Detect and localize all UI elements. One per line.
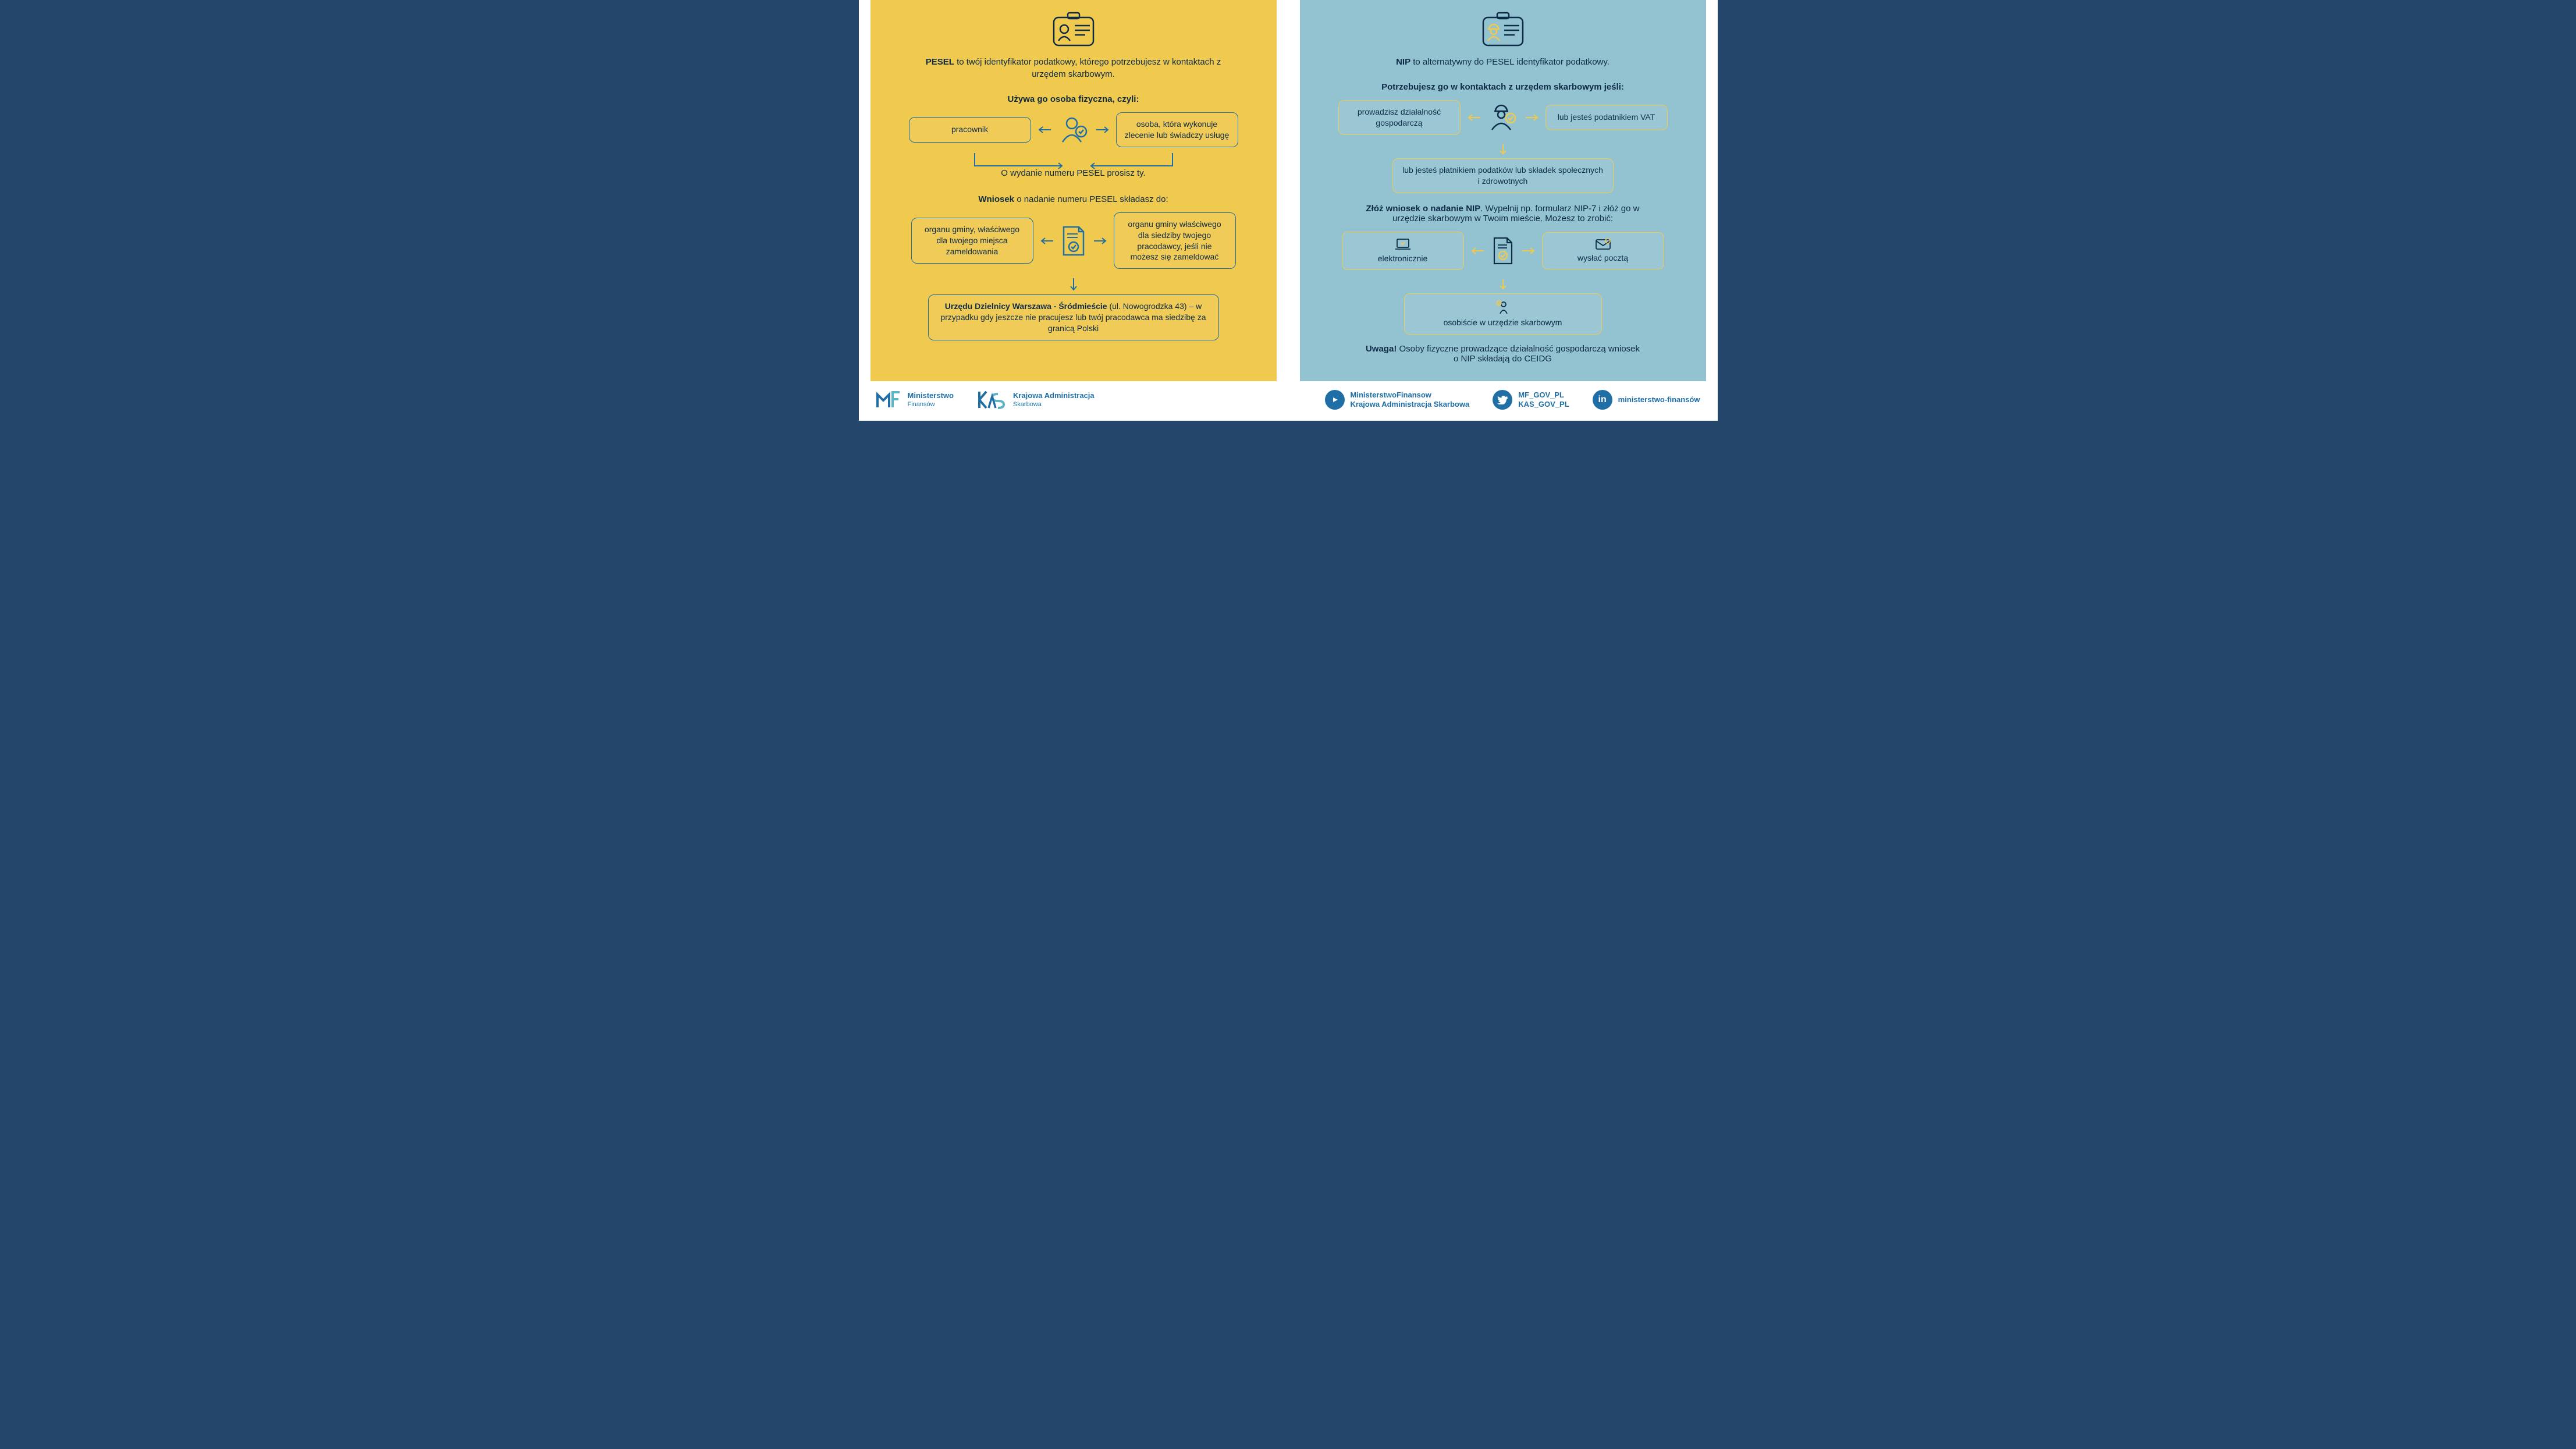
arrow-right-icon: [1093, 237, 1108, 245]
pesel-row-persons: pracownik osoba, która wykonuje zlecenie…: [888, 112, 1259, 147]
youtube-icon: [1325, 390, 1345, 410]
arrow-left-icon: [1037, 126, 1052, 134]
nip-warn-bold: Uwaga!: [1366, 344, 1397, 354]
box-in-person-label: osobiście w urzędzie skarbowym: [1444, 317, 1562, 328]
laptop-icon: [1394, 238, 1412, 251]
youtube-text: MinisterstwoFinansow Krajowa Administrac…: [1351, 390, 1470, 410]
tw-line1: MF_GOV_PL: [1518, 390, 1564, 399]
box-online-label: elektronicznie: [1378, 253, 1428, 264]
arrow-left-icon: [1039, 237, 1054, 245]
pesel-intro-rest: to twój identyfikator podatkowy, którego…: [954, 57, 1221, 79]
box-in-person: osobiście w urzędzie skarbowym: [1404, 293, 1602, 335]
tw-line2: KAS_GOV_PL: [1518, 400, 1569, 409]
box-vat: lub jesteś podatnikiem VAT: [1545, 105, 1668, 130]
pesel-note: O wydanie numeru PESEL prosisz ty.: [1001, 168, 1145, 178]
worker-check-icon: [1487, 102, 1519, 133]
nip-row-submit: elektronicznie: [1317, 232, 1689, 271]
kas-logo-icon: [977, 389, 1006, 410]
social-youtube[interactable]: MinisterstwoFinansow Krajowa Administrac…: [1325, 390, 1470, 410]
kas-sub: Skarbowa: [1013, 401, 1095, 409]
nip-sub1: Potrzebujesz go w kontaktach z urzędem s…: [1381, 82, 1624, 92]
nip-sub2-bold: Złóż wniosek o nadanie NIP: [1366, 204, 1481, 214]
nip-intro-rest: to alternatywny do PESEL identyfikator p…: [1410, 57, 1609, 67]
nip-intro-bold: NIP: [1396, 57, 1410, 67]
panels-row: PESEL to twój identyfikator podatkowy, k…: [859, 0, 1718, 381]
id-card-icon: [1050, 12, 1097, 49]
mf-logo-icon: [876, 390, 901, 410]
linkedin-text: ministerstwo-finansów: [1618, 395, 1700, 404]
document-check-icon: [1491, 236, 1515, 266]
pesel-sub2: Wniosek o nadanie numeru PESEL składasz …: [978, 194, 1168, 204]
box-payer: lub jesteś płatnikiem podatków lub skład…: [1392, 158, 1614, 193]
arrow-down-icon: [1499, 278, 1507, 291]
box-contractor: osoba, która wykonuje zlecenie lub świad…: [1116, 112, 1238, 147]
yt-line1: MinisterstwoFinansow: [1351, 390, 1431, 399]
arrow-down-icon: [1070, 277, 1078, 292]
pesel-row-gmina: organu gminy, właściwego dla twojego mie…: [888, 212, 1259, 269]
mf-name: Ministerstwo Finansów: [908, 391, 954, 409]
mf-title: Ministerstwo: [908, 391, 954, 400]
arrow-left-icon: [1466, 113, 1481, 122]
arrow-right-icon: [1521, 247, 1536, 255]
pesel-sub2-bold: Wniosek: [978, 194, 1014, 204]
box-mail: wysłać pocztą: [1542, 232, 1664, 270]
nip-warning: Uwaga! Osoby fizyczne prowadzące działal…: [1363, 344, 1643, 364]
kas-name: Krajowa Administracja Skarbowa: [1013, 391, 1095, 409]
twitter-text: MF_GOV_PL KAS_GOV_PL: [1518, 390, 1569, 410]
person-check-icon: [1058, 114, 1089, 145]
box-online: elektronicznie: [1342, 232, 1464, 271]
box-employee: pracownik: [909, 117, 1031, 143]
arrow-right-icon: [1525, 113, 1540, 122]
person-office-icon: [1495, 300, 1511, 315]
arrow-down-icon: [1499, 143, 1507, 156]
id-card-worker-icon: [1480, 12, 1526, 49]
twitter-icon: [1493, 390, 1512, 410]
social-linkedin[interactable]: in ministerstwo-finansów: [1593, 390, 1700, 410]
nip-row-need: prowadzisz działalność gospodarczą lub j…: [1317, 100, 1689, 135]
nip-intro: NIP to alternatywny do PESEL identyfikat…: [1396, 56, 1609, 68]
arrow-left-icon: [1470, 247, 1485, 255]
pesel-sub2-rest: o nadanie numeru PESEL składasz do:: [1014, 194, 1168, 204]
panel-pesel: PESEL to twój identyfikator podatkowy, k…: [870, 0, 1277, 381]
box-business: prowadzisz działalność gospodarczą: [1338, 100, 1461, 135]
box-address: Urzędu Dzielnicy Warszawa - Śródmieście …: [928, 294, 1219, 340]
page: PESEL to twój identyfikator podatkowy, k…: [859, 0, 1718, 421]
social-twitter[interactable]: MF_GOV_PL KAS_GOV_PL: [1493, 390, 1569, 410]
document-check-icon: [1060, 225, 1087, 257]
pesel-intro-bold: PESEL: [926, 57, 954, 67]
nip-sub2: Złóż wniosek o nadanie NIP. Wypełnij np.…: [1352, 204, 1654, 223]
logo-mf: Ministerstwo Finansów: [876, 390, 954, 410]
nip-warn-rest: Osoby fizyczne prowadzące działalność go…: [1397, 344, 1640, 364]
addr-bold: Urzędu Dzielnicy Warszawa - Śródmieście: [945, 301, 1107, 311]
panel-nip: NIP to alternatywny do PESEL identyfikat…: [1300, 0, 1706, 381]
linkedin-icon: in: [1593, 390, 1612, 410]
mf-sub: Finansów: [908, 401, 954, 409]
envelope-icon: [1595, 239, 1611, 250]
footer: Ministerstwo Finansów Krajowa Administra…: [859, 381, 1718, 421]
logo-kas: Krajowa Administracja Skarbowa: [977, 389, 1095, 410]
kas-title: Krajowa Administracja: [1013, 391, 1095, 400]
pesel-intro: PESEL to twój identyfikator podatkowy, k…: [922, 56, 1225, 80]
box-mail-label: wysłać pocztą: [1577, 253, 1628, 264]
arrow-right-icon: [1095, 126, 1110, 134]
pesel-sub1: Używa go osoba fizyczna, czyli:: [1008, 94, 1139, 104]
box-gmina1: organu gminy, właściwego dla twojego mie…: [911, 218, 1033, 264]
yt-line2: Krajowa Administracja Skarbowa: [1351, 400, 1470, 409]
box-gmina2: organu gminy właściwego dla siedziby two…: [1114, 212, 1236, 269]
